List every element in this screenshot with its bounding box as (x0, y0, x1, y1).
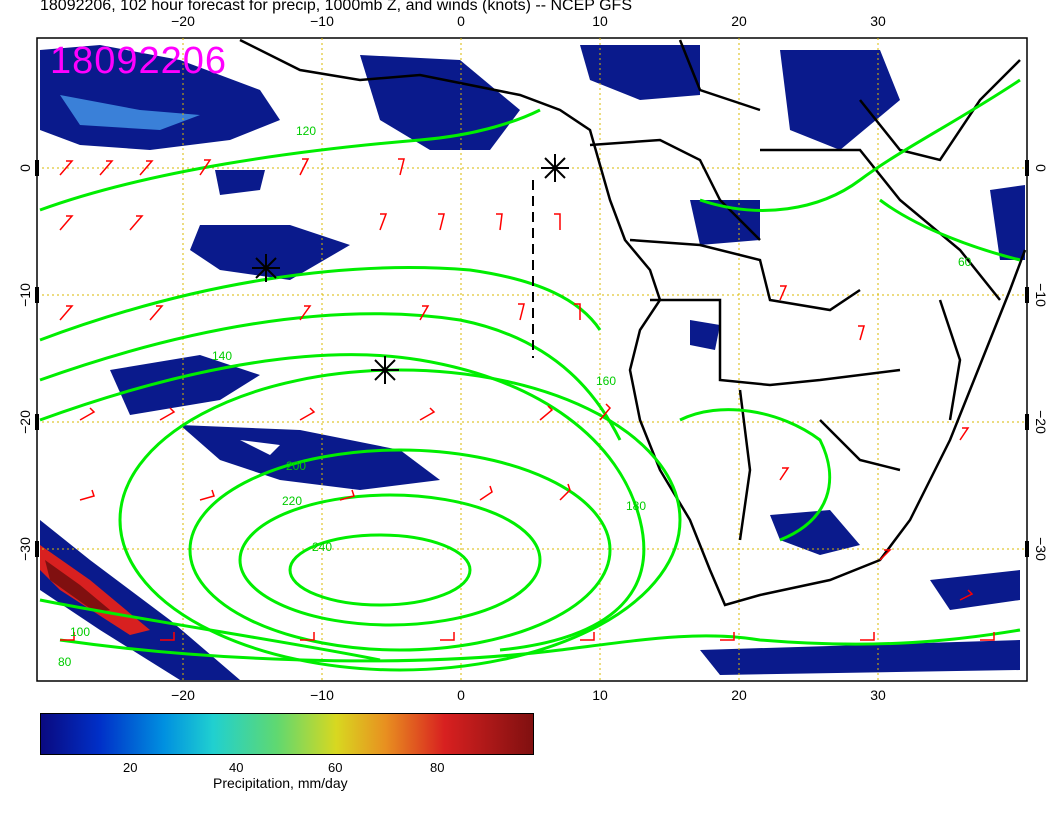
coastlines (239, 38, 1027, 607)
lat-tick-label: −20 (1033, 410, 1049, 434)
contour-label: 140 (212, 349, 232, 363)
left-lat-axis: 0 −10 −20 −30 (17, 164, 33, 561)
lat-tick-label: −30 (17, 537, 33, 561)
lon-tick-label: 20 (731, 687, 747, 703)
lat-tick-label: −10 (17, 283, 33, 307)
marker-stars (252, 154, 569, 384)
lon-tick-label: 30 (870, 13, 886, 29)
lon-tick-label: 0 (457, 687, 465, 703)
contour-label: 100 (70, 625, 90, 639)
lon-tick-label: 10 (592, 13, 608, 29)
bottom-lon-axis: −20 −10 0 10 20 30 (171, 687, 886, 703)
contour-label: 120 (296, 124, 316, 138)
colorbar-tick: 40 (229, 760, 244, 775)
top-lon-axis: −20 −10 0 10 20 30 (171, 13, 886, 29)
lon-tick-label: 0 (457, 13, 465, 29)
lat-tick-label: −30 (1033, 537, 1049, 561)
wind-barbs (59, 158, 995, 641)
date-stamp: 18092206 (50, 40, 228, 82)
contour-labels-group: 120 140 160 180 200 220 240 100 80 60 (58, 124, 972, 669)
lat-tick-label: −10 (1033, 283, 1049, 307)
contour-label: 180 (626, 499, 646, 513)
contour-label: 200 (286, 459, 306, 473)
contour-label: 240 (312, 540, 332, 554)
right-lat-axis: 0 −10 −20 −30 (1033, 164, 1049, 561)
lon-tick-label: 30 (870, 687, 886, 703)
colorbar-tick: 80 (430, 760, 445, 775)
frame-ticks (35, 160, 1029, 557)
precip-colorbar (40, 713, 534, 755)
lat-tick-label: 0 (1033, 164, 1049, 172)
map-title: 18092206, 102 hour forecast for precip, … (40, 0, 632, 14)
lon-tick-label: 20 (731, 13, 747, 29)
lat-tick-label: 0 (17, 164, 33, 172)
colorbar-label: Precipitation, mm/day (213, 775, 348, 791)
lon-tick-label: −10 (310, 687, 334, 703)
contour-label: 160 (596, 374, 616, 388)
contour-label: 60 (958, 255, 972, 269)
lat-tick-label: −20 (17, 410, 33, 434)
contour-label: 80 (58, 655, 72, 669)
precipitation-layer (40, 45, 1025, 680)
pressure-contours (39, 78, 1021, 672)
lon-tick-label: 10 (592, 687, 608, 703)
lon-tick-label: −20 (171, 13, 195, 29)
lon-tick-label: −10 (310, 13, 334, 29)
colorbar-tick: 60 (328, 760, 343, 775)
colorbar-tick: 20 (123, 760, 138, 775)
lon-tick-label: −20 (171, 687, 195, 703)
contour-label: 220 (282, 494, 302, 508)
